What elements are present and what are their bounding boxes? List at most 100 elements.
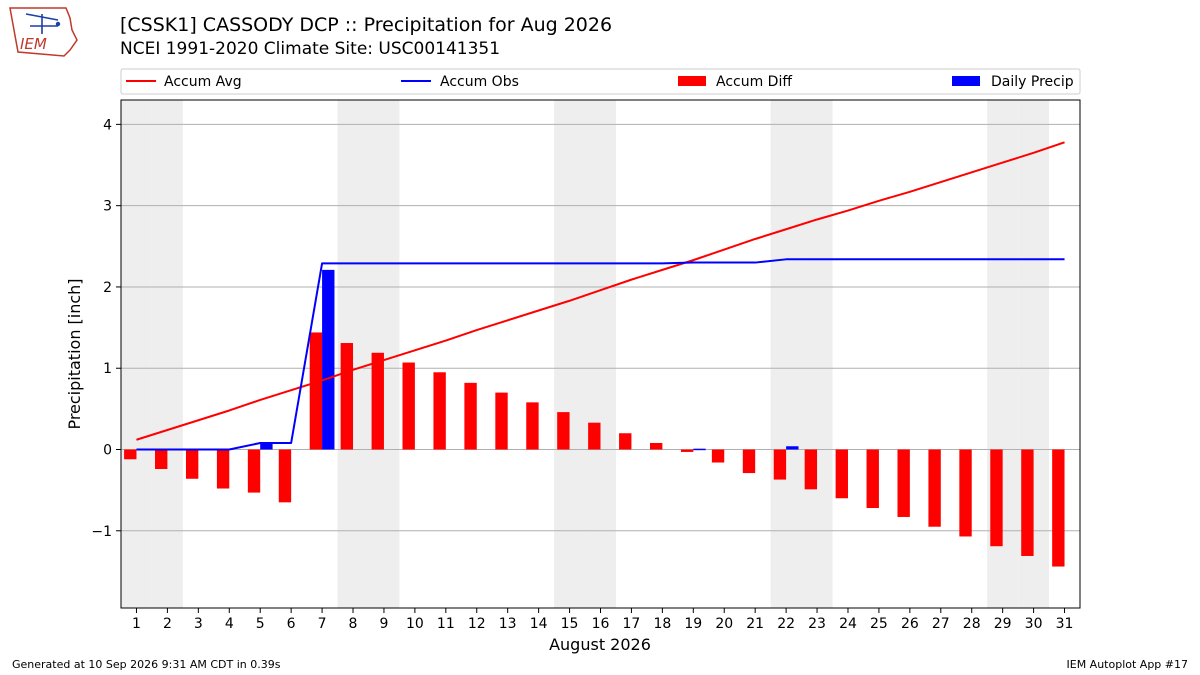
x-tick-label-4: 4 xyxy=(225,616,234,632)
daily-precip-bar-19 xyxy=(693,448,706,451)
accum-diff-bar-5 xyxy=(247,449,261,493)
weekend-shade-16 xyxy=(585,100,616,608)
x-tick-label-8: 8 xyxy=(349,616,358,632)
daily-precip-bar-7 xyxy=(322,269,335,450)
x-tick-label-27: 27 xyxy=(932,616,950,632)
daily-precip-bar-22 xyxy=(786,446,799,450)
accum-diff-bar-24 xyxy=(835,449,848,499)
x-tick-label-19: 19 xyxy=(684,616,702,632)
legend-daily-precip-label: Daily Precip xyxy=(991,74,1074,90)
accum-diff-bar-10 xyxy=(402,362,415,450)
x-tick-label-22: 22 xyxy=(777,616,795,632)
y-tick-label-0: 0 xyxy=(103,443,112,459)
x-tick-label-3: 3 xyxy=(194,616,203,632)
legend-accum-obs-label: Accum Obs xyxy=(440,74,519,90)
accum-diff-bar-6 xyxy=(278,449,292,503)
x-tick-label-28: 28 xyxy=(963,616,981,632)
accum-diff-bar-7 xyxy=(309,332,323,450)
accum-diff-bar-16 xyxy=(588,422,601,450)
y-tick-label-3: 3 xyxy=(103,199,112,215)
y-axis-label: Precipitation [inch] xyxy=(65,278,84,429)
x-tick-label-2: 2 xyxy=(163,616,172,632)
accum-diff-bar-28 xyxy=(959,449,972,537)
y-tick-label-1: 1 xyxy=(103,361,112,377)
legend-accum-diff-label: Accum Diff xyxy=(716,74,792,90)
weekend-shade-15 xyxy=(554,100,586,608)
accum-diff-bar-9 xyxy=(371,352,384,450)
logo-text: IEM xyxy=(20,35,47,53)
x-tick-label-16: 16 xyxy=(592,616,610,632)
footer-app: IEM Autoplot App #17 xyxy=(1067,658,1189,671)
footer-generated: Generated at 10 Sep 2026 9:31 AM CDT in … xyxy=(12,658,281,671)
chart-title: [CSSK1] CASSODY DCP :: Precipitation for… xyxy=(120,14,612,36)
accum-obs-line xyxy=(136,258,1065,451)
accum-diff-bar-3 xyxy=(185,449,199,479)
weekend-shade-2 xyxy=(151,100,183,608)
x-tick-label-10: 10 xyxy=(406,616,424,632)
chart-subtitle: NCEI 1991-2020 Climate Site: USC00141351 xyxy=(120,39,500,59)
x-tick-label-23: 23 xyxy=(808,616,826,632)
legend-accum-avg-label: Accum Avg xyxy=(164,74,242,90)
x-tick-label-30: 30 xyxy=(1025,616,1043,632)
accum-diff-bar-31 xyxy=(1052,449,1065,567)
x-tick-label-13: 13 xyxy=(499,616,517,632)
x-tick-label-29: 29 xyxy=(994,616,1012,632)
x-tick-label-12: 12 xyxy=(468,616,486,632)
accum-diff-bar-12 xyxy=(464,382,477,450)
x-tick-label-31: 31 xyxy=(1056,616,1074,632)
iem-logo: IEM xyxy=(9,7,78,57)
legend-frame xyxy=(120,68,1081,95)
accum-diff-bar-27 xyxy=(928,449,941,527)
x-tick-label-26: 26 xyxy=(901,616,919,632)
accum-diff-bar-1 xyxy=(124,449,137,460)
x-tick-label-25: 25 xyxy=(870,616,888,632)
weather-station-icon xyxy=(25,13,59,34)
accum-diff-bar-17 xyxy=(619,433,632,450)
accum-diff-bar-2 xyxy=(155,449,168,470)
x-axis-label: August 2026 xyxy=(549,635,651,654)
accum-diff-bar-14 xyxy=(526,402,539,450)
weekend-shade-1 xyxy=(121,100,152,608)
accum-diff-bar-21 xyxy=(742,449,756,474)
legend-daily-precip-swatch xyxy=(952,76,980,86)
weekend-shade-23 xyxy=(801,100,833,608)
accum-diff-bar-19 xyxy=(680,449,694,452)
x-tick-label-7: 7 xyxy=(318,616,327,632)
accum-diff-bar-11 xyxy=(433,372,446,450)
x-tick-label-18: 18 xyxy=(653,616,671,632)
x-tick-label-11: 11 xyxy=(437,616,455,632)
accum-diff-bar-23 xyxy=(804,449,818,490)
accum-diff-bar-18 xyxy=(649,443,663,450)
accum-diff-bar-30 xyxy=(1021,449,1034,556)
accum-diff-bar-13 xyxy=(495,392,508,450)
x-tick-label-20: 20 xyxy=(715,616,733,632)
legend: Accum Avg Accum Obs Accum Diff Daily Pre… xyxy=(120,68,1081,95)
x-tick-label-9: 9 xyxy=(379,616,388,632)
accum-diff-bar-20 xyxy=(711,449,725,463)
daily-precip-bar-5 xyxy=(260,443,273,450)
x-tick-label-14: 14 xyxy=(530,616,548,632)
weekend-shade-22 xyxy=(770,100,802,608)
x-tick-label-15: 15 xyxy=(561,616,579,632)
accum-diff-bar-22 xyxy=(773,449,787,480)
y-tick-label-4: 4 xyxy=(103,117,112,133)
legend-accum-diff-swatch xyxy=(678,76,706,86)
accum-diff-bar-8 xyxy=(340,343,354,450)
accum-diff-bar-4 xyxy=(216,449,230,489)
y-tick-label--1: −1 xyxy=(91,524,112,540)
x-tick-label-5: 5 xyxy=(256,616,265,632)
y-tick-label-2: 2 xyxy=(103,280,112,296)
x-tick-label-6: 6 xyxy=(287,616,296,632)
accum-diff-bar-29 xyxy=(990,449,1003,547)
x-tick-label-24: 24 xyxy=(839,616,857,632)
x-tick-label-1: 1 xyxy=(132,616,141,632)
accum-avg-line xyxy=(136,141,1065,441)
accum-diff-bar-15 xyxy=(557,412,570,450)
accum-diff-bar-26 xyxy=(897,449,910,517)
x-tick-label-17: 17 xyxy=(623,616,641,632)
accum-diff-bar-25 xyxy=(866,449,879,509)
x-tick-label-21: 21 xyxy=(746,616,764,632)
